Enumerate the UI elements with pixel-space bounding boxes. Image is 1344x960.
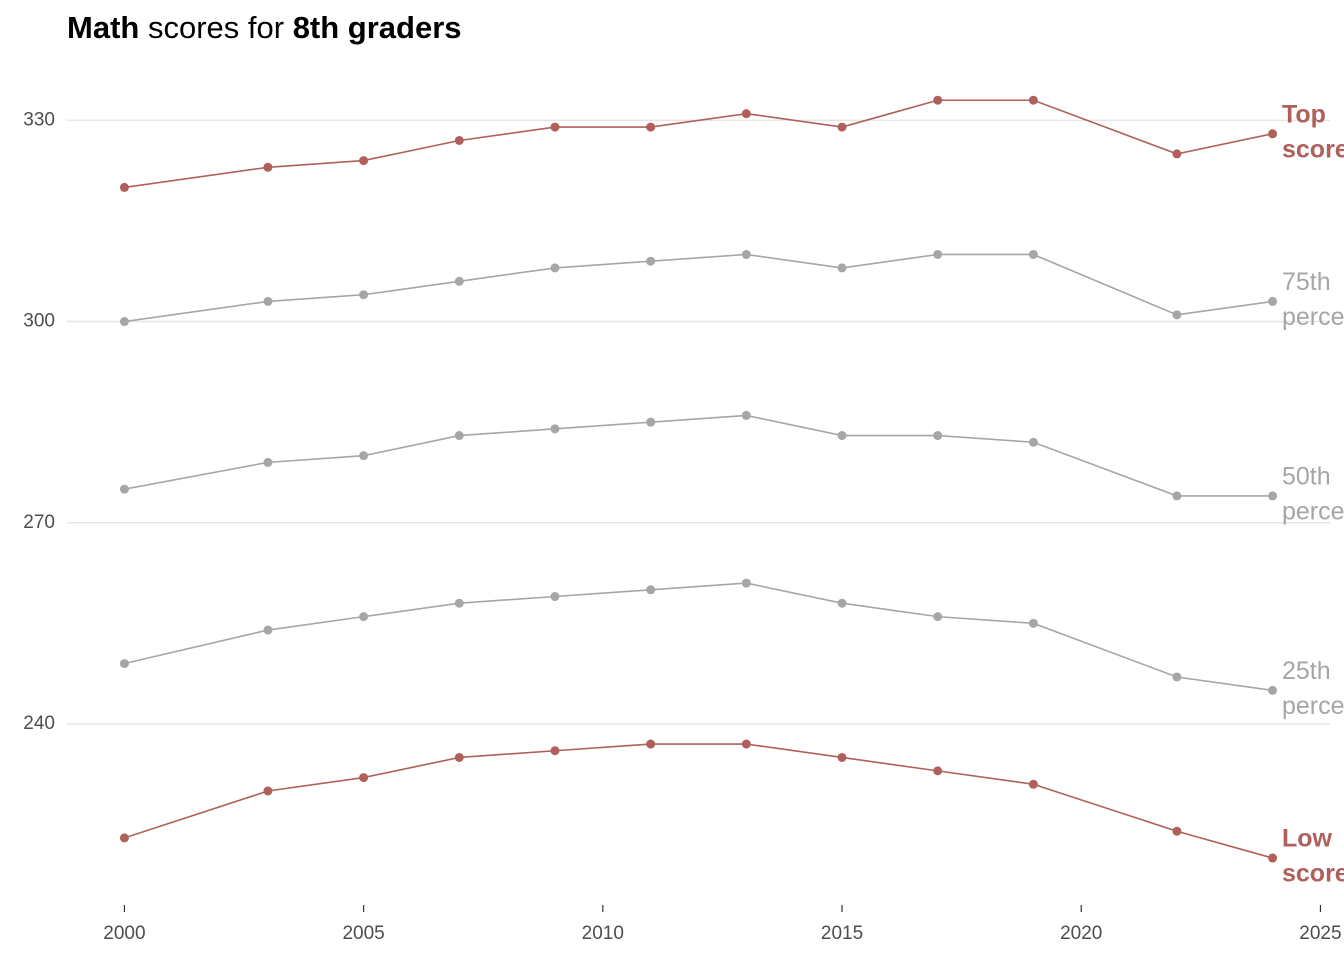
data-point — [837, 263, 847, 273]
data-point — [550, 263, 560, 273]
x-tick-label: 2025 — [1299, 923, 1341, 944]
data-point — [263, 786, 273, 796]
x-tick-label: 2020 — [1060, 923, 1102, 944]
data-point — [263, 625, 273, 635]
chart-title: Math scores for 8th graders — [67, 10, 462, 45]
data-point — [454, 431, 464, 441]
data-point — [550, 122, 560, 132]
series-label: percentile — [1282, 498, 1344, 526]
series-line — [124, 743, 1273, 859]
title-part: Math — [67, 10, 139, 45]
data-point — [119, 317, 129, 327]
data-point — [837, 122, 847, 132]
data-point — [1028, 437, 1038, 447]
series-line — [124, 582, 1273, 692]
title-part: 8th graders — [293, 10, 462, 45]
x-tick-label: 2000 — [103, 923, 145, 944]
data-point — [933, 95, 943, 105]
data-point — [933, 431, 943, 441]
data-point — [550, 592, 560, 602]
data-point — [837, 431, 847, 441]
y-tick-label: 240 — [23, 713, 55, 734]
data-point — [646, 417, 656, 427]
data-point — [550, 424, 560, 434]
series-label: scorers — [1282, 860, 1344, 888]
data-point — [1268, 129, 1278, 139]
data-point — [1028, 779, 1038, 789]
data-point — [119, 484, 129, 494]
data-point — [359, 612, 369, 622]
data-point — [263, 457, 273, 467]
data-point — [1172, 672, 1182, 682]
x-tick-label: 2005 — [342, 923, 384, 944]
data-point — [933, 766, 943, 776]
series-label: 75th — [1282, 268, 1331, 296]
data-point — [646, 122, 656, 132]
title-part: scores for — [148, 10, 284, 45]
data-point — [359, 773, 369, 783]
data-point — [454, 276, 464, 286]
x-tick-label: 2015 — [821, 923, 863, 944]
series-line — [124, 253, 1273, 323]
data-point — [550, 746, 560, 756]
data-point — [1172, 826, 1182, 836]
data-point — [933, 249, 943, 259]
data-point — [1268, 685, 1278, 695]
y-tick-label: 300 — [23, 311, 55, 332]
data-point — [119, 659, 129, 669]
series-label: percentile — [1282, 692, 1344, 720]
data-point — [454, 752, 464, 762]
series-label: Low — [1282, 825, 1333, 853]
y-tick-label: 330 — [23, 109, 55, 130]
data-point — [454, 135, 464, 145]
series-label: 50th — [1282, 463, 1331, 491]
data-point — [454, 598, 464, 608]
data-point — [741, 578, 751, 588]
data-point — [263, 296, 273, 306]
series-label: percentile — [1282, 303, 1344, 331]
data-point — [646, 256, 656, 266]
data-point — [359, 451, 369, 461]
data-point — [1172, 149, 1182, 159]
data-point — [741, 410, 751, 420]
data-point — [1172, 310, 1182, 320]
data-point — [1172, 491, 1182, 501]
data-point — [1268, 491, 1278, 501]
series-label: 25th — [1282, 657, 1331, 685]
data-point — [646, 739, 656, 749]
series-label: Top — [1282, 100, 1326, 128]
data-point — [837, 752, 847, 762]
data-point — [263, 162, 273, 172]
y-tick-label: 270 — [23, 512, 55, 533]
data-point — [359, 290, 369, 300]
x-tick-label: 2010 — [582, 923, 624, 944]
data-point — [359, 156, 369, 166]
series-label: scorers — [1282, 135, 1344, 163]
data-point — [119, 833, 129, 843]
data-point — [741, 249, 751, 259]
series-line — [124, 414, 1273, 497]
data-point — [1268, 853, 1278, 863]
series-line — [124, 99, 1273, 189]
data-point — [837, 598, 847, 608]
data-point — [1028, 249, 1038, 259]
data-point — [933, 612, 943, 622]
data-point — [646, 585, 656, 595]
data-point — [741, 109, 751, 119]
data-point — [1028, 618, 1038, 628]
data-point — [1028, 95, 1038, 105]
data-point — [741, 739, 751, 749]
data-point — [119, 182, 129, 192]
data-point — [1268, 296, 1278, 306]
